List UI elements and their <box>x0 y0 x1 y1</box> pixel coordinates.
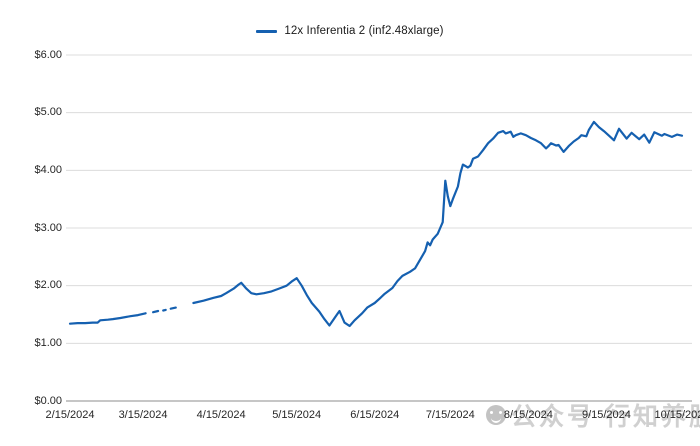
watermark-text: 公众号 行知养股 <box>511 403 700 431</box>
x-axis-label: 9/15/2024 <box>581 409 631 421</box>
series-line <box>192 120 684 328</box>
x-axis-label: 5/15/2024 <box>272 409 322 421</box>
y-axis-label: $0.00 <box>34 394 62 407</box>
watermark: 公众号 行知养股 <box>486 397 700 433</box>
x-axis-label: 10/15/2024 <box>654 409 700 421</box>
y-axis-label: $4.00 <box>34 163 62 176</box>
series-line <box>152 309 160 314</box>
series-line <box>169 306 177 310</box>
x-axis-label: 4/15/2024 <box>196 409 246 421</box>
y-axis-label: $3.00 <box>34 221 62 234</box>
y-axis-label: $1.00 <box>34 336 62 349</box>
legend-line-swatch <box>256 29 278 33</box>
legend-label: 12x Inferentia 2 (inf2.48xlarge) <box>284 25 444 37</box>
x-axis-label: 3/15/2024 <box>118 409 168 421</box>
x-axis-label: 7/15/2024 <box>425 409 475 421</box>
y-axis-label: $6.00 <box>34 48 62 61</box>
series-line <box>68 312 147 325</box>
x-axis-label: 8/15/2024 <box>503 409 553 421</box>
x-axis-label: 6/15/2024 <box>350 409 400 421</box>
watermark-logo-icon <box>486 405 506 425</box>
y-axis-label: $5.00 <box>34 106 62 119</box>
chart-legend: 12x Inferentia 2 (inf2.48xlarge) <box>0 22 700 40</box>
series-line <box>162 308 167 312</box>
x-axis-label: 2/15/2024 <box>45 409 95 421</box>
y-axis-label: $2.00 <box>34 279 62 292</box>
